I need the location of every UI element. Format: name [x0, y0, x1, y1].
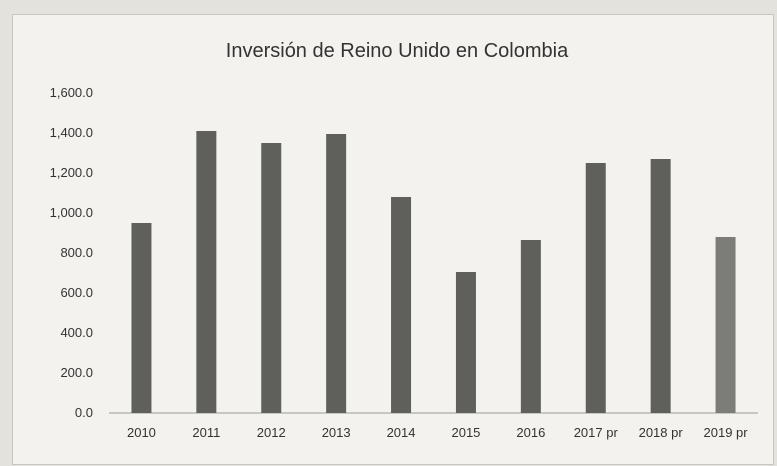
bar: [391, 197, 412, 413]
bar-chart: Inversión de Reino Unido en Colombia 0.0…: [50, 40, 758, 440]
x-axis-ticks: 2010 2011 2012 2013 2014 2015 2016 2017 pr 2018 …: [127, 425, 748, 440]
x-tick-label: 2019 pr: [704, 425, 749, 440]
y-tick-label: 200.0: [60, 365, 93, 380]
y-tick-label: 1,400.0: [50, 125, 93, 140]
x-tick-label: 2015: [451, 425, 480, 440]
x-tick-label: 2010: [127, 425, 156, 440]
x-tick-label: 2013: [322, 425, 351, 440]
y-tick-label: 400.0: [60, 325, 93, 340]
bar: [261, 143, 282, 413]
x-tick-label: 2017 pr: [574, 425, 619, 440]
bar: [585, 163, 606, 413]
x-tick-label: 2011: [192, 425, 220, 440]
bar: [196, 131, 217, 413]
y-axis-ticks: 0.0 200.0 400.0 600.0 800.0 1,000.0 1,200.0 1,4…: [50, 85, 93, 420]
y-tick-label: 800.0: [60, 245, 93, 260]
y-tick-label: 1,600.0: [50, 85, 93, 100]
x-tick-label: 2016: [516, 425, 545, 440]
bar: [520, 240, 541, 413]
chart-panel: Inversión de Reino Unido en Colombia 0.0…: [12, 14, 774, 465]
bar: [131, 223, 152, 413]
y-tick-label: 1,000.0: [50, 205, 93, 220]
bar: [326, 134, 347, 413]
chart-title: Inversión de Reino Unido en Colombia: [226, 40, 569, 62]
x-tick-label: 2012: [257, 425, 286, 440]
bar: [455, 272, 476, 413]
bar: [650, 159, 671, 413]
y-tick-label: 0.0: [75, 405, 93, 420]
bars: [131, 131, 736, 413]
y-tick-label: 1,200.0: [50, 165, 93, 180]
x-tick-label: 2014: [387, 425, 416, 440]
bar: [715, 237, 736, 413]
x-tick-label: 2018 pr: [639, 425, 684, 440]
y-tick-label: 600.0: [60, 285, 93, 300]
